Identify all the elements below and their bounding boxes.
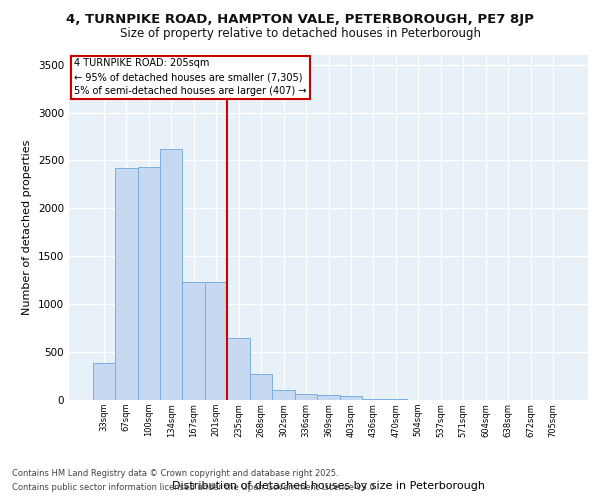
Bar (385, 399, 407, 400)
X-axis label: Distribution of detached houses by size in Peterborough: Distribution of detached houses by size … (172, 481, 485, 491)
Bar (115, 168, 137, 400)
Text: Contains HM Land Registry data © Crown copyright and database right 2025.: Contains HM Land Registry data © Crown c… (12, 468, 338, 477)
Text: Contains public sector information licensed under the Open Government Licence v3: Contains public sector information licen… (12, 484, 377, 492)
Text: Size of property relative to detached houses in Peterborough: Size of property relative to detached ho… (119, 28, 481, 40)
Bar (182, 282, 205, 400)
Bar (317, 394, 340, 400)
Bar (362, 399, 385, 400)
Bar (295, 394, 317, 400)
Bar (340, 396, 362, 400)
Bar (227, 338, 250, 400)
Bar (92, 362, 115, 400)
Bar (137, 167, 160, 400)
Bar (272, 390, 295, 400)
Text: 4, TURNPIKE ROAD, HAMPTON VALE, PETERBOROUGH, PE7 8JP: 4, TURNPIKE ROAD, HAMPTON VALE, PETERBOR… (66, 12, 534, 26)
Bar (205, 282, 227, 400)
Bar (160, 149, 182, 400)
Text: 4 TURNPIKE ROAD: 205sqm
← 95% of detached houses are smaller (7,305)
5% of semi-: 4 TURNPIKE ROAD: 205sqm ← 95% of detache… (74, 58, 307, 96)
Bar (250, 374, 272, 400)
Y-axis label: Number of detached properties: Number of detached properties (22, 140, 32, 315)
